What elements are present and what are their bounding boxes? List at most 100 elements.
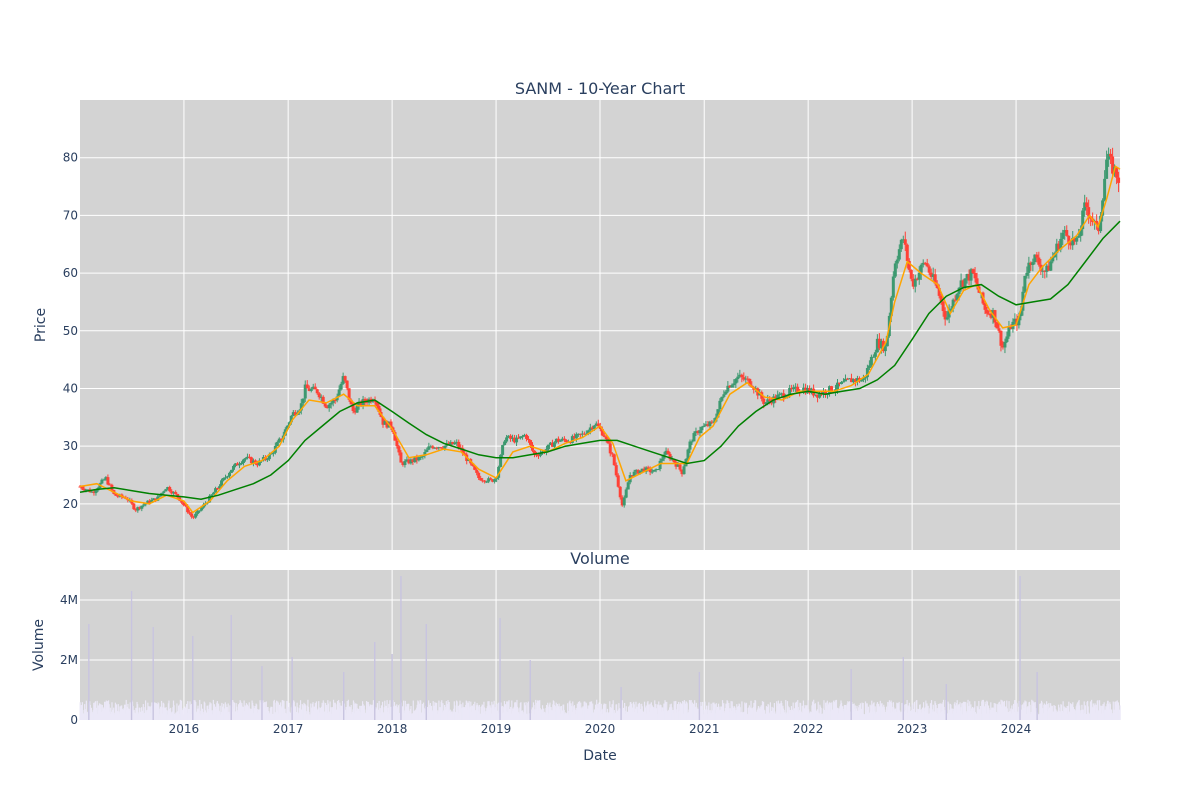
- volume-bar: [199, 699, 201, 720]
- candle-up: [257, 460, 261, 466]
- volume-bar: [1081, 704, 1083, 720]
- candle-down: [596, 423, 600, 427]
- candle-up: [851, 379, 855, 383]
- volume-bar: [193, 699, 195, 720]
- candle-up: [311, 386, 315, 389]
- candle-down: [451, 442, 455, 445]
- volume-bar: [913, 701, 916, 720]
- volume-bar: [820, 707, 822, 720]
- volume-bar: [741, 701, 743, 720]
- candle-up: [94, 490, 98, 494]
- volume-bar: [935, 705, 937, 720]
- volume-bar: [710, 703, 712, 720]
- candle-up: [732, 383, 736, 386]
- candle-down: [768, 399, 772, 401]
- candle-down: [235, 463, 239, 466]
- candle-down: [395, 440, 399, 447]
- candle-down: [941, 301, 945, 312]
- candle-down: [1085, 202, 1089, 208]
- candle-up: [493, 479, 497, 482]
- candle-up: [889, 297, 893, 316]
- candle-up: [218, 486, 222, 489]
- volume-bar: [1008, 701, 1010, 720]
- candle-down: [483, 480, 487, 482]
- volume-bar: [994, 703, 996, 720]
- volume-bar: [1083, 701, 1085, 720]
- candle-up: [690, 441, 694, 443]
- price-tick-label: 60: [63, 266, 78, 280]
- candle-down: [572, 436, 576, 439]
- volume-spike-bar: [499, 618, 501, 720]
- candle-up: [592, 425, 596, 430]
- candle-down: [411, 459, 415, 462]
- candle-up: [523, 434, 527, 437]
- candle-up: [200, 507, 204, 511]
- candle-down: [911, 278, 915, 287]
- candle-down: [527, 438, 531, 441]
- candle-up: [429, 446, 433, 448]
- candle-down: [939, 295, 943, 302]
- candle-up: [843, 378, 847, 382]
- candle-up: [676, 464, 680, 467]
- candle-up: [383, 421, 387, 425]
- volume-bar: [1097, 700, 1099, 720]
- volume-bar: [447, 700, 449, 720]
- price-tick-label: 20: [63, 497, 78, 511]
- volume-bar: [965, 701, 967, 720]
- candle-up: [220, 480, 224, 487]
- candle-down: [877, 338, 881, 349]
- candle-up: [644, 467, 648, 472]
- candle-down: [323, 403, 327, 407]
- candle-up: [357, 401, 361, 406]
- candle-up: [196, 510, 200, 514]
- candle-down: [999, 330, 1003, 346]
- candle-down: [534, 454, 538, 456]
- volume-bar: [1016, 703, 1018, 720]
- candle-up: [897, 249, 901, 260]
- volume-bar: [401, 706, 404, 720]
- candle-down: [604, 436, 608, 440]
- candle-down: [401, 462, 405, 466]
- candle-up: [355, 405, 359, 413]
- price-chart-title: SANM - 10-Year Chart: [515, 79, 685, 98]
- candle-down: [696, 431, 700, 434]
- candle-up: [931, 274, 935, 277]
- candle-down: [915, 278, 919, 280]
- volume-bar: [436, 702, 438, 720]
- volume-bar: [498, 702, 500, 720]
- volume-bar: [111, 702, 113, 720]
- candle-down: [668, 453, 672, 460]
- candle-up: [554, 438, 558, 443]
- candle-up: [425, 449, 429, 453]
- volume-bar: [254, 705, 256, 720]
- volume-bar: [537, 700, 539, 720]
- candle-up: [1079, 229, 1083, 237]
- candle-up: [136, 507, 140, 511]
- date-tick-label: 2017: [273, 722, 304, 736]
- candle-down: [407, 459, 411, 464]
- candle-up: [650, 471, 654, 473]
- candle-up: [1077, 236, 1081, 238]
- candle-up: [720, 396, 724, 401]
- candle-up: [303, 384, 307, 399]
- candle-down: [925, 263, 929, 267]
- date-tick-label: 2024: [1001, 722, 1032, 736]
- candle-down: [935, 283, 939, 288]
- candle-up: [712, 421, 716, 423]
- candle-down: [130, 500, 134, 504]
- volume-bar: [605, 703, 607, 720]
- candle-up: [427, 446, 431, 450]
- candle-up: [670, 458, 674, 460]
- volume-bar: [209, 702, 211, 720]
- volume-bar: [948, 703, 950, 720]
- candle-up: [879, 340, 883, 349]
- candle-down: [1047, 265, 1051, 271]
- volume-spike-bar: [698, 672, 701, 720]
- candle-up: [86, 489, 90, 491]
- candle-up: [104, 477, 108, 480]
- candle-up: [708, 421, 712, 427]
- candle-up: [640, 468, 644, 471]
- candle-up: [212, 492, 216, 495]
- candle-up: [734, 379, 738, 384]
- volume-bar: [901, 703, 903, 720]
